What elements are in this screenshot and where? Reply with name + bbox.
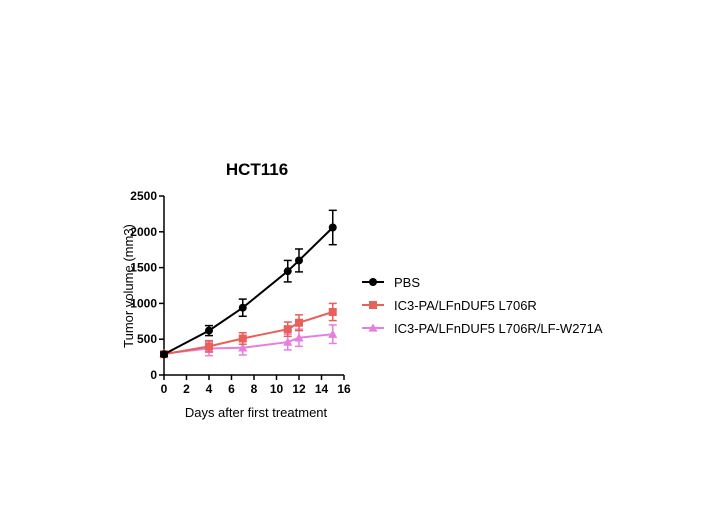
data-point [205,326,213,335]
y-axis-label: Tumor volume (mm3) [121,224,136,348]
data-point [294,333,304,342]
x-tick-label: 14 [315,382,329,396]
series-layer [159,209,338,359]
axes: 0 500 1000 1500 2000 2500 0 2 4 6 8 10 12 14 16 [130,189,351,396]
square-series [160,302,337,359]
series-line [163,333,333,355]
data-point [328,223,337,232]
series-line [163,226,334,356]
legend-entry: PBS [362,275,420,290]
data-point [283,337,293,346]
legend: PBS IC3-PA/LFnDUF5 L706R IC3-PA/LFnDUF5 L7… [362,275,603,336]
legend-label: PBS [394,275,420,290]
legend-entry: IC3-PA/LFnDUF5 L706R [362,298,537,313]
y-tick-label: 1500 [130,261,157,275]
y-tick-label: 1000 [130,296,157,310]
legend-marker [369,278,377,286]
y-tick-label: 500 [137,332,157,346]
legend-label: IC3-PA/LFnDUF5 L706R/LF-W271A [394,321,603,336]
circle-series [160,209,337,359]
data-point [238,303,247,312]
data-point [238,343,248,352]
legend-entry: IC3-PA/LFnDUF5 L706R/LF-W271A [362,321,603,336]
data-point [160,350,168,359]
x-tick-label: 0 [161,382,168,396]
legend-label: IC3-PA/LFnDUF5 L706R [394,298,537,313]
data-point [238,334,247,343]
series-line [163,311,334,356]
data-point [295,318,303,327]
legend-marker [368,323,378,332]
x-tick-label: 12 [292,382,306,396]
y-tick-label: 2500 [130,189,157,203]
triangle-series [159,324,338,358]
chart-title: HCT116 [226,160,288,179]
x-tick-label: 4 [206,382,213,396]
data-point [283,267,292,276]
x-tick-label: 2 [183,382,190,396]
data-point [328,329,338,338]
x-tick-label: 16 [337,382,351,396]
x-tick-label: 10 [270,382,284,396]
y-tick-label: 2000 [130,225,157,239]
x-tick-label: 6 [228,382,235,396]
data-point [295,256,303,265]
data-point [205,342,213,351]
data-point [283,325,292,334]
legend-marker [369,301,377,309]
data-point [328,307,337,316]
x-axis-label: Days after first treatment [185,405,328,420]
x-tick-label: 8 [251,382,258,396]
y-tick-label: 0 [150,368,157,382]
